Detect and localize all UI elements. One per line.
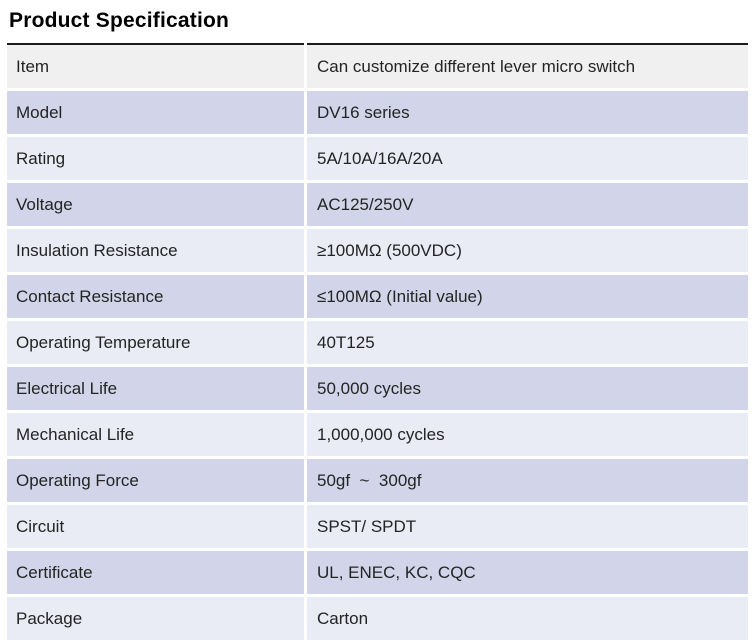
spec-label: Operating Force [16, 471, 139, 490]
table-row: Operating Force 50gf ~ 300gf [7, 459, 748, 502]
spec-label-cell: Item [7, 43, 304, 88]
spec-label: Mechanical Life [16, 425, 135, 444]
spec-label-cell: Model [7, 91, 304, 134]
spec-table: Item Can customize different lever micro… [7, 43, 748, 640]
spec-label-cell: Operating Temperature [7, 321, 304, 364]
spec-label-cell: Operating Force [7, 459, 304, 502]
spec-value: 5A/10A/16A/20A [317, 149, 443, 168]
spec-value-cell: 1,000,000 cycles [307, 413, 748, 456]
spec-value: Carton [317, 609, 369, 628]
spec-label-cell: Contact Resistance [7, 275, 304, 318]
spec-value: AC125/250V [317, 195, 414, 214]
table-row: Operating Temperature 40T125 [7, 321, 748, 364]
spec-value-cell: UL, ENEC, KC, CQC [307, 551, 748, 594]
table-row: Mechanical Life 1,000,000 cycles [7, 413, 748, 456]
spec-value: 50gf ~ 300gf [317, 471, 422, 490]
spec-label-cell: Insulation Resistance [7, 229, 304, 272]
spec-value: 1,000,000 cycles [317, 425, 445, 444]
spec-value-cell: ≤100MΩ (Initial value) [307, 275, 748, 318]
spec-label-cell: Certificate [7, 551, 304, 594]
spec-label: Operating Temperature [16, 333, 191, 352]
table-header-row: Item Can customize different lever micro… [7, 43, 748, 88]
spec-value: ≥100MΩ (500VDC) [317, 241, 462, 260]
spec-value-cell: Carton [307, 597, 748, 640]
spec-label-cell: Circuit [7, 505, 304, 548]
table-row: Certificate UL, ENEC, KC, CQC [7, 551, 748, 594]
spec-label-cell: Mechanical Life [7, 413, 304, 456]
spec-value: 40T125 [317, 333, 375, 352]
spec-label: Contact Resistance [16, 287, 164, 306]
spec-value: 50,000 cycles [317, 379, 421, 398]
spec-value-cell: 50gf ~ 300gf [307, 459, 748, 502]
table-row: Circuit SPST/ SPDT [7, 505, 748, 548]
spec-label: Insulation Resistance [16, 241, 178, 260]
table-row: Rating 5A/10A/16A/20A [7, 137, 748, 180]
spec-label: Package [16, 609, 83, 628]
spec-value: SPST/ SPDT [317, 517, 417, 536]
spec-label: Voltage [16, 195, 73, 214]
table-row: Electrical Life 50,000 cycles [7, 367, 748, 410]
spec-label: Certificate [16, 563, 93, 582]
spec-label-cell: Voltage [7, 183, 304, 226]
spec-label: Model [16, 103, 63, 122]
table-row: Voltage AC125/250V [7, 183, 748, 226]
table-row: Package Carton [7, 597, 748, 640]
spec-value: DV16 series [317, 103, 410, 122]
spec-label: Rating [16, 149, 66, 168]
spec-value-cell: 50,000 cycles [307, 367, 748, 410]
spec-label: Electrical Life [16, 379, 118, 398]
spec-label-cell: Electrical Life [7, 367, 304, 410]
table-row: Insulation Resistance ≥100MΩ (500VDC) [7, 229, 748, 272]
table-row: Model DV16 series [7, 91, 748, 134]
spec-label-cell: Package [7, 597, 304, 640]
spec-label-cell: Rating [7, 137, 304, 180]
table-row: Contact Resistance ≤100MΩ (Initial value… [7, 275, 748, 318]
spec-value-cell: 5A/10A/16A/20A [307, 137, 748, 180]
spec-label: Circuit [16, 517, 65, 536]
spec-value-cell: SPST/ SPDT [307, 505, 748, 548]
spec-value-cell: ≥100MΩ (500VDC) [307, 229, 748, 272]
page-title: Product Specification [9, 9, 230, 32]
spec-label: Item [16, 57, 50, 76]
spec-value-cell: Can customize different lever micro swit… [307, 43, 748, 88]
spec-value-cell: DV16 series [307, 91, 748, 134]
spec-value: Can customize different lever micro swit… [317, 57, 636, 76]
spec-value: ≤100MΩ (Initial value) [317, 287, 483, 306]
spec-value-cell: 40T125 [307, 321, 748, 364]
spec-value: UL, ENEC, KC, CQC [317, 563, 476, 582]
spec-page: Product Specification Item Can customize… [0, 8, 754, 640]
spec-value-cell: AC125/250V [307, 183, 748, 226]
